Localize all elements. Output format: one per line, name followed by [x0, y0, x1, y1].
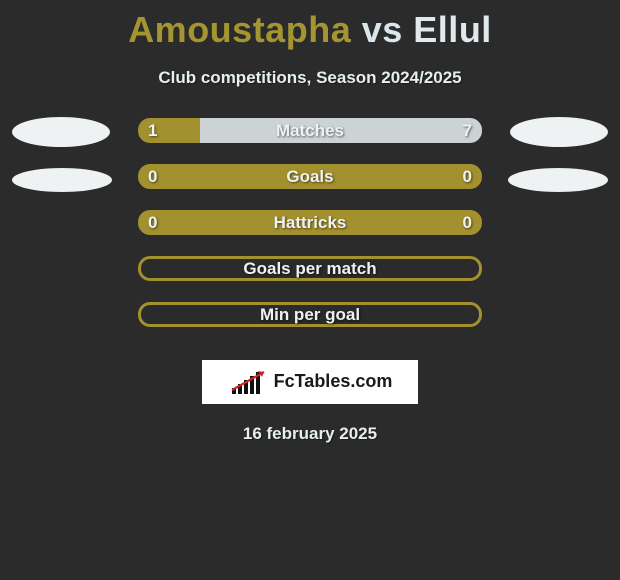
brand-box[interactable]: FcTables.com: [202, 360, 418, 404]
stat-bar: [138, 256, 482, 281]
vs-text: vs: [362, 9, 403, 50]
bar-segment-left: [138, 164, 482, 189]
player-ellipse: [12, 117, 110, 147]
stat-row: Matches17: [0, 118, 620, 164]
player-ellipse: [508, 168, 608, 192]
date-text: 16 february 2025: [0, 424, 620, 444]
bar-segment-right: [200, 118, 482, 143]
player-ellipse: [12, 168, 112, 192]
subtitle: Club competitions, Season 2024/2025: [0, 68, 620, 88]
stat-bar: [138, 164, 482, 189]
bar-segment-left: [138, 210, 482, 235]
stat-row: Min per goal: [0, 302, 620, 348]
stat-bar: [138, 210, 482, 235]
player-ellipse: [510, 117, 608, 147]
barchart-icon: [228, 368, 268, 396]
stat-rows: Matches17Goals00Hattricks00Goals per mat…: [0, 118, 620, 348]
stat-bar: [138, 302, 482, 327]
player2-name: Ellul: [413, 9, 492, 50]
stat-row: Goals per match: [0, 256, 620, 302]
player1-name: Amoustapha: [128, 9, 351, 50]
stat-bar: [138, 118, 482, 143]
brand-text: FcTables.com: [274, 371, 393, 392]
stat-row: Hattricks00: [0, 210, 620, 256]
page-title: Amoustapha vs Ellul: [0, 10, 620, 50]
stat-row: Goals00: [0, 164, 620, 210]
comparison-card: Amoustapha vs Ellul Club competitions, S…: [0, 0, 620, 444]
bar-segment-left: [138, 118, 200, 143]
